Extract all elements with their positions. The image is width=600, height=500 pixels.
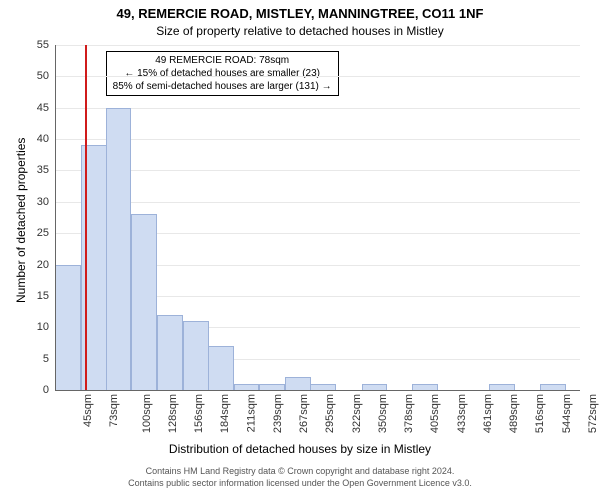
annotation-box: 49 REMERCIE ROAD: 78sqm ← 15% of detache… (106, 51, 339, 96)
x-tick-label: 267sqm (298, 394, 310, 433)
chart-title-sub: Size of property relative to detached ho… (0, 24, 600, 38)
y-gridline (55, 76, 580, 77)
x-tick-label: 184sqm (219, 394, 231, 433)
x-tick-label: 461sqm (482, 394, 494, 433)
y-tick-label: 10 (37, 321, 55, 333)
x-tick-label: 45sqm (82, 394, 94, 427)
footer-line-1: Contains HM Land Registry data © Crown c… (0, 466, 600, 478)
x-tick-label: 489sqm (508, 394, 520, 433)
x-tick-label: 322sqm (351, 394, 363, 433)
y-tick-label: 30 (37, 196, 55, 208)
y-tick-label: 35 (37, 164, 55, 176)
x-tick-label: 295sqm (324, 394, 336, 433)
x-tick-label: 350sqm (377, 394, 389, 433)
y-tick-label: 55 (37, 39, 55, 51)
y-tick-label: 50 (37, 70, 55, 82)
histogram-bar (55, 265, 81, 390)
histogram-bar (208, 346, 234, 390)
y-tick-label: 15 (37, 290, 55, 302)
x-tick-label: 378sqm (403, 394, 415, 433)
x-axis-label: Distribution of detached houses by size … (0, 442, 600, 456)
y-tick-label: 25 (37, 227, 55, 239)
property-marker-line (85, 45, 87, 390)
footer-line-2: Contains public sector information licen… (0, 478, 600, 490)
x-tick-label: 156sqm (193, 394, 205, 433)
footer-attribution: Contains HM Land Registry data © Crown c… (0, 466, 600, 489)
y-tick-label: 5 (43, 353, 55, 365)
histogram-bar (131, 214, 157, 390)
x-tick-label: 433sqm (456, 394, 468, 433)
x-tick-label: 128sqm (167, 394, 179, 433)
x-tick-label: 239sqm (272, 394, 284, 433)
annotation-line-3: 85% of semi-detached houses are larger (… (113, 80, 332, 93)
x-tick-label: 73sqm (108, 394, 120, 427)
x-tick-label: 211sqm (245, 394, 257, 432)
y-gridline (55, 202, 580, 203)
y-axis-label: Number of detached properties (14, 137, 28, 302)
histogram-bar (285, 377, 311, 390)
histogram-bar (106, 108, 132, 390)
x-tick-label: 100sqm (141, 394, 153, 433)
y-axis-line (55, 45, 56, 390)
y-tick-label: 45 (37, 102, 55, 114)
annotation-line-2: ← 15% of detached houses are smaller (23… (113, 67, 332, 80)
y-tick-label: 0 (43, 384, 55, 396)
x-tick-label: 516sqm (534, 394, 546, 433)
x-tick-label: 572sqm (587, 394, 599, 433)
y-tick-label: 40 (37, 133, 55, 145)
annotation-line-1: 49 REMERCIE ROAD: 78sqm (113, 54, 332, 67)
x-axis-line (55, 390, 580, 391)
chart-title-main: 49, REMERCIE ROAD, MISTLEY, MANNINGTREE,… (0, 6, 600, 21)
histogram-bar (183, 321, 209, 390)
y-gridline (55, 170, 580, 171)
y-gridline (55, 108, 580, 109)
x-tick-label: 405sqm (429, 394, 441, 433)
y-gridline (55, 139, 580, 140)
histogram-bar (157, 315, 183, 390)
x-tick-label: 544sqm (561, 394, 573, 433)
y-tick-label: 20 (37, 259, 55, 271)
chart-container: 49, REMERCIE ROAD, MISTLEY, MANNINGTREE,… (0, 0, 600, 500)
y-gridline (55, 45, 580, 46)
plot-area: 49 REMERCIE ROAD: 78sqm ← 15% of detache… (55, 45, 580, 390)
